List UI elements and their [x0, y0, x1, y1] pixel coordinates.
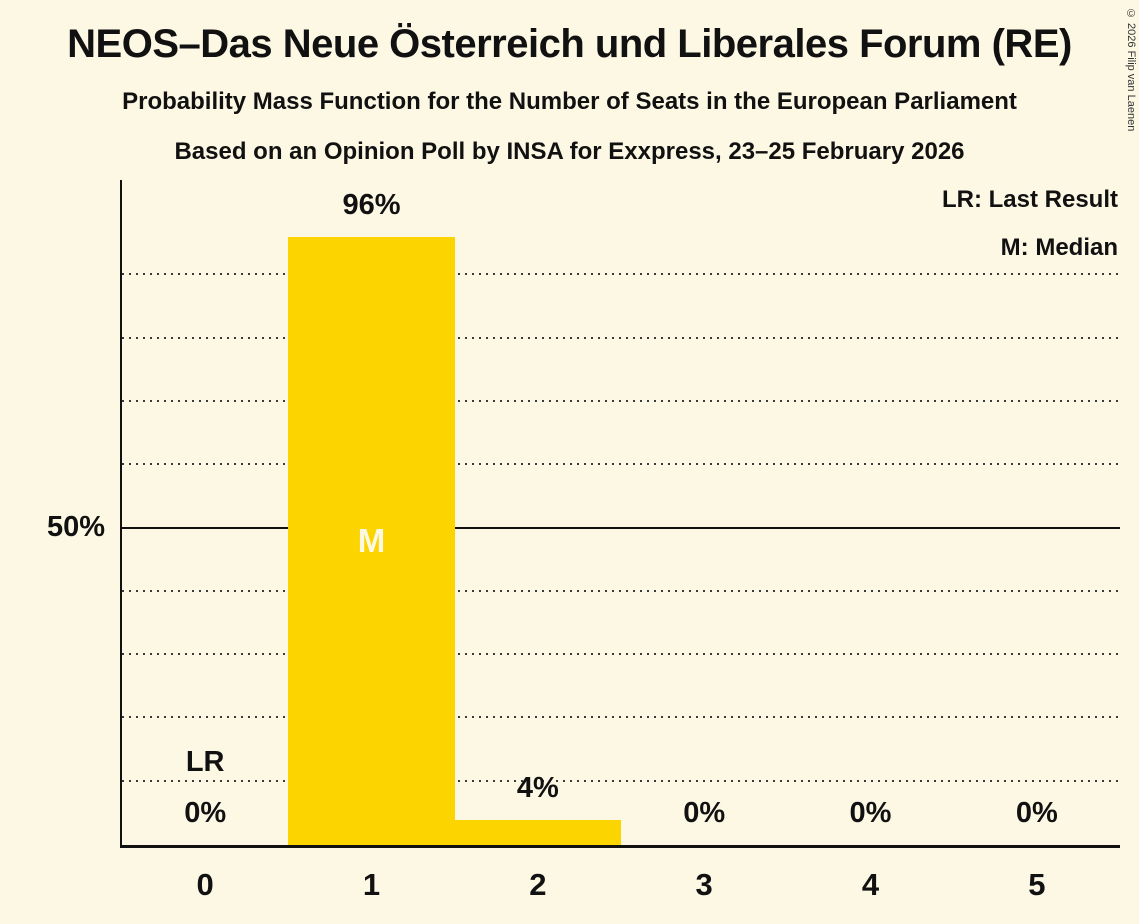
x-tick-label-3: 3 [695, 867, 713, 902]
gridline-40pct [122, 589, 1120, 592]
chart-subtitle: Probability Mass Function for the Number… [122, 88, 1017, 115]
chart-title: NEOS–Das Neue Österreich und Liberales F… [67, 22, 1072, 66]
value-label-seats-4: 0% [849, 797, 892, 829]
gridline-50pct-solid [122, 526, 1120, 529]
x-tick-label-0: 0 [196, 867, 214, 902]
last-result-marker: LR [185, 746, 225, 778]
value-label-seats-3: 0% [683, 797, 726, 829]
x-tick-label-2: 2 [529, 867, 547, 902]
x-tick-label-1: 1 [362, 867, 381, 902]
x-tick-label-4: 4 [861, 867, 880, 902]
value-label-seats-0: 0% [184, 797, 227, 829]
copyright-notice: © 2026 Filip van Laenen [1125, 8, 1137, 132]
bar-seats-1 [288, 237, 455, 845]
median-marker: M [357, 522, 386, 560]
gridline-20pct [122, 716, 1120, 719]
value-label-seats-1: 96% [342, 189, 401, 222]
gridline-60pct [122, 463, 1120, 466]
value-label-seats-2: 4% [516, 771, 559, 804]
legend-median: M: Median [1000, 234, 1118, 261]
chart-source-line: Based on an Opinion Poll by INSA for Exx… [174, 138, 965, 165]
gridline-30pct [122, 653, 1120, 656]
gridline-80pct [122, 336, 1120, 339]
gridline-70pct [122, 399, 1120, 402]
legend-last-result: LR: Last Result [941, 186, 1118, 213]
value-label-seats-5: 0% [1015, 797, 1058, 829]
y-axis-tick-label: 50% [46, 511, 105, 543]
gridline-90pct [122, 273, 1120, 276]
plot-area: 0% 0 96% 1 4% 2 0% 3 0% 4 0% 5 M LR [120, 180, 1120, 902]
gridline-10pct [122, 779, 1120, 782]
bar-seats-2 [454, 819, 621, 845]
x-tick-label-5: 5 [1028, 867, 1046, 902]
